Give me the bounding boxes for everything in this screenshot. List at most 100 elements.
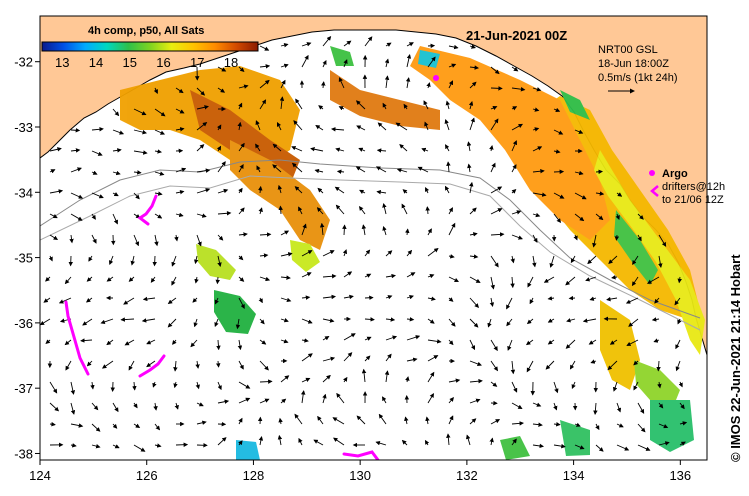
current-arrow [154,129,166,135]
current-arrow [595,423,600,431]
current-arrow [196,122,208,131]
current-arrow [280,275,291,280]
current-arrow [291,162,303,173]
current-arrow [469,276,481,283]
current-arrow [88,255,93,262]
current-arrow [609,339,618,345]
current-arrow [335,147,345,152]
current-arrow [427,371,435,383]
current-arrow [259,79,270,89]
current-arrow [364,295,374,300]
current-arrow [238,417,243,425]
current-arrow [467,163,472,173]
current-arrow [526,318,534,325]
current-arrow [490,255,499,268]
current-arrow [45,276,51,282]
current-arrow [317,187,324,194]
current-arrow [532,168,545,174]
current-arrow [565,339,576,349]
current-arrow [280,318,289,323]
current-arrow [616,192,623,197]
current-arrow [91,170,98,175]
current-arrow [679,441,686,446]
current-arrow [490,105,498,111]
current-arrow [427,247,439,257]
current-arrow [384,75,390,89]
current-arrow [124,339,135,346]
current-arrow [322,356,336,362]
bathymetry-contour-deep [40,175,701,331]
current-arrow [108,255,114,266]
current-arrow [301,223,307,236]
current-arrow [238,232,248,237]
y-tick-label: -33 [14,120,33,135]
current-arrow [70,167,82,173]
current-arrow [469,65,479,70]
current-arrow [511,234,523,240]
current-arrow [259,232,272,237]
current-arrow [142,296,156,302]
current-arrow [679,402,685,410]
current-arrow [510,255,515,264]
current-arrow [511,66,519,72]
plot-frame [39,15,708,461]
current-arrow [301,250,313,257]
current-arrow [214,318,219,328]
current-arrow [553,443,566,449]
current-arrow [571,381,576,390]
current-arrow [385,317,396,322]
x-tick-label: 134 [563,468,585,483]
current-arrow [150,276,156,283]
current-arrow [342,224,347,236]
current-arrow [382,225,387,236]
current-arrow [317,415,324,425]
current-arrow [91,213,96,220]
current-arrow [280,43,289,48]
current-arrow [70,423,84,428]
current-arrow [448,222,456,236]
current-arrow [574,170,584,176]
current-arrow [133,150,148,155]
current-arrow [301,353,313,362]
current-arrow [448,44,459,50]
current-arrow [335,204,345,215]
current-arrow [259,253,269,258]
current-arrow [175,212,184,218]
current-arrow [40,318,51,326]
current-arrow [255,120,261,131]
current-arrow [489,145,494,152]
current-arrow [278,417,283,425]
current-arrow [427,355,439,362]
current-arrow [314,168,324,174]
current-arrow [43,297,51,303]
current-arrow [237,121,242,131]
current-arrow [448,80,454,89]
y-tick-label: -37 [14,381,33,396]
current-arrow [595,191,605,196]
current-arrow [195,360,200,369]
current-arrow [490,208,503,215]
current-arrow [490,86,503,91]
current-arrow [385,353,392,362]
current-arrow [490,118,499,131]
current-arrow [65,360,72,371]
current-arrow [276,121,282,131]
current-arrow [301,42,312,47]
current-arrow [318,105,324,110]
current-arrow [146,360,156,368]
colorbar-tick-label: 13 [55,55,69,70]
current-arrow [469,232,478,237]
current-arrow [355,100,366,110]
current-arrow [511,402,523,409]
current-arrow [490,186,503,194]
drifters-label-line2: to 21/06 12Z [662,194,724,206]
current-arrow [490,381,498,387]
current-arrow [378,413,387,425]
current-arrow [86,360,93,367]
current-arrow [342,249,348,257]
current-arrow [399,143,408,152]
current-arrow [133,234,140,247]
current-arrow [49,421,56,427]
current-arrow [421,147,429,153]
current-arrow [217,234,224,241]
